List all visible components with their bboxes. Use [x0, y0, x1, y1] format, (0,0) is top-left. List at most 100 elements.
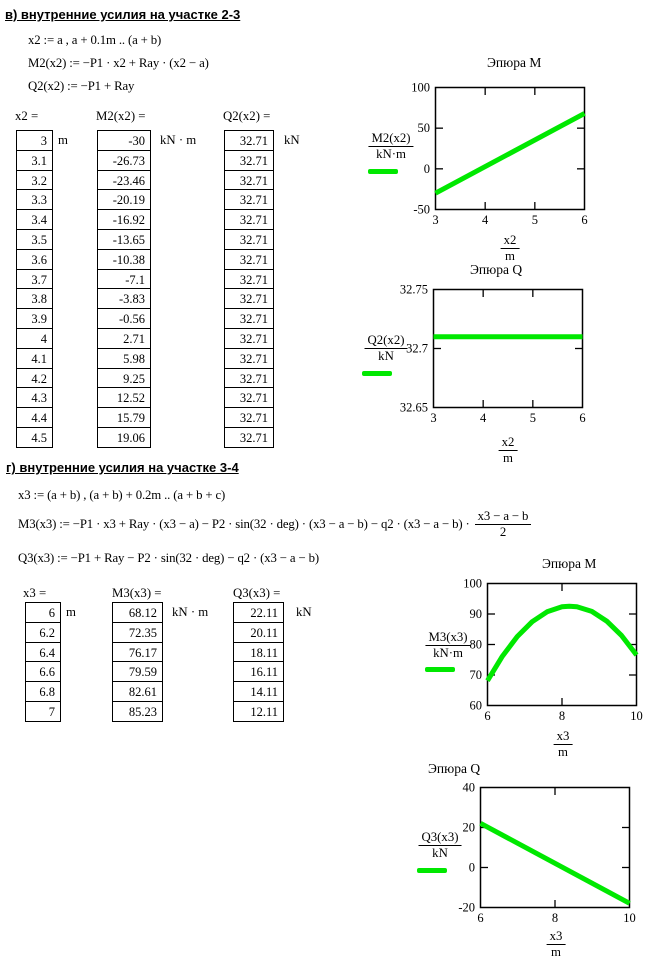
svg-text:3: 3 [432, 213, 438, 227]
svg-text:32.65: 32.65 [400, 401, 428, 415]
table-cell: 18.11 [233, 641, 284, 663]
result-table-q2[interactable]: 32.71 32.71 32.71 32.71 32.71 32.71 32.71 32.71… [224, 130, 274, 448]
table-cell: 3.1 [16, 149, 53, 171]
table-cell: 15.79 [97, 407, 151, 428]
table-cell: 3.9 [16, 308, 53, 329]
x-axis-label-m2-numerator: x2 [500, 233, 520, 249]
plot-svg: 3 4 5 6 32.75 32.7 32.65 [400, 283, 586, 426]
table-cell: 4.1 [16, 347, 53, 369]
formula-q2[interactable]: Q2(x2) := −P1 + Ray [28, 79, 135, 93]
table-cell: -3.83 [97, 288, 151, 310]
svg-text:20: 20 [463, 821, 476, 835]
formula-m3-fraction-denominator: 2 [499, 524, 507, 539]
unit-label-m-2: m [66, 605, 76, 619]
table-cell: 32.71 [224, 248, 274, 270]
y-axis-label-m2: M2(x2) kN·m [368, 131, 414, 162]
table-cell: -10.38 [97, 248, 151, 270]
table-cell: 32.71 [224, 407, 274, 428]
svg-text:100: 100 [411, 81, 430, 95]
table-cell: -23.46 [97, 169, 151, 191]
table-cell: -7.1 [97, 268, 151, 290]
svg-text:80: 80 [470, 638, 483, 652]
table-cell: 3.8 [16, 288, 53, 310]
svg-text:100: 100 [463, 577, 482, 591]
formula-x3-range[interactable]: x3 := (a + b) , (a + b) + 0.2m .. (a + b… [18, 488, 226, 502]
trace-legend-dash-q3 [417, 868, 447, 873]
x-axis-label-q3: x3 m [546, 929, 566, 960]
table-cell: 76.17 [112, 641, 163, 663]
table-cell: -16.92 [97, 209, 151, 230]
table-cell: 7 [25, 700, 61, 722]
svg-text:0: 0 [469, 861, 475, 875]
table-cell: 32.71 [224, 228, 274, 250]
unit-label-kn-2: kN [296, 605, 312, 619]
y-axis-label-m2-denominator: kN·m [376, 147, 406, 161]
formula-m3[interactable]: M3(x3) := −P1 · x3 + Ray · (x3 − a) − P2… [18, 507, 532, 541]
table-cell: 82.61 [112, 681, 163, 702]
svg-text:70: 70 [470, 668, 483, 682]
y-axis-label-q2-denominator: kN [378, 349, 394, 363]
result-table-x2[interactable]: 3 3.1 3.2 3.3 3.4 3.5 3.6 3.7 3.8 3.9 4 4.1 4.2 4.3 4.… [16, 130, 53, 448]
table-cell: 32.71 [224, 149, 274, 171]
table-cell: 3.4 [16, 209, 53, 230]
y-axis-label-q2-numerator: Q2(x2) [364, 333, 408, 349]
table-cell: 5.98 [97, 347, 151, 369]
table-cell: 32.71 [224, 288, 274, 310]
table-cell: 20.11 [233, 621, 284, 643]
formula-m3-main: M3(x3) := −P1 · x3 + Ray · (x3 − a) − P2… [18, 516, 470, 531]
svg-text:6: 6 [484, 709, 490, 723]
section-v-header: в) внутренние усилия на участке 2-3 [5, 7, 241, 22]
unit-label-m: m [58, 133, 68, 147]
table-cell: 4.5 [16, 426, 53, 448]
table-cell: 32.71 [224, 268, 274, 290]
table-cell: 3.3 [16, 189, 53, 211]
formula-q3[interactable]: Q3(x3) := −P1 + Ray − P2 · sin(32 · deg)… [18, 551, 319, 565]
table-cell: 4 [16, 327, 53, 349]
svg-text:32.75: 32.75 [400, 283, 428, 297]
formula-m2[interactable]: M2(x2) := −P1 · x2 + Ray · (x2 − a) [28, 56, 209, 70]
svg-text:-20: -20 [458, 901, 475, 915]
chart-q3-plot[interactable]: 6 8 10 40 20 0 -20 [440, 778, 640, 939]
table-cell: 32.71 [224, 308, 274, 329]
x-axis-label-m2: x2 m [500, 233, 520, 264]
table-cell: 4.3 [16, 387, 53, 409]
formula-x2-range[interactable]: x2 := a , a + 0.1m .. (a + b) [28, 33, 162, 47]
result-table-x3[interactable]: 6 6.2 6.4 6.6 6.8 7 [25, 602, 61, 722]
table-cell: 6 [25, 602, 61, 623]
y-axis-label-q2: Q2(x2) kN [364, 333, 408, 364]
x-axis-label-q2-denominator: m [503, 451, 513, 465]
chart-q2-plot[interactable]: 3 4 5 6 32.75 32.7 32.65 [393, 280, 593, 439]
chart-m3-plot[interactable]: 6 8 10 100 90 80 70 60 [447, 574, 647, 737]
table-cell: -30 [97, 130, 151, 151]
plot-svg: 3 4 5 6 100 50 0 -50 [411, 81, 587, 228]
y-axis-label-m3-numerator: M3(x3) [425, 630, 471, 646]
table-cell: 32.71 [224, 347, 274, 369]
table-cell: 32.71 [224, 169, 274, 191]
svg-text:3: 3 [430, 411, 436, 425]
result-table-m2[interactable]: -30 -26.73 -23.46 -20.19 -16.92 -13.65 -10.38-… [97, 130, 151, 448]
table-header-m2: M2(x2) = [96, 109, 146, 123]
table-cell: 3.2 [16, 169, 53, 191]
y-axis-label-q3-numerator: Q3(x3) [418, 830, 462, 846]
table-cell: 4.4 [16, 407, 53, 428]
table-cell: 3.7 [16, 268, 53, 290]
table-cell: 4.2 [16, 367, 53, 389]
svg-text:4: 4 [480, 411, 487, 425]
chart-m2-plot[interactable]: 3 4 5 6 100 50 0 -50 [395, 78, 595, 241]
svg-text:6: 6 [477, 911, 483, 925]
result-table-m3[interactable]: 68.12 72.35 76.17 79.59 82.61 85.23 [112, 602, 163, 722]
chart-title-q2: Эпюра Q [470, 262, 523, 277]
table-cell: 6.4 [25, 641, 61, 663]
table-cell: 12.11 [233, 700, 284, 722]
result-table-q3[interactable]: 22.11 20.11 18.11 16.11 14.11 12.11 [233, 602, 284, 722]
x-axis-label-q2: x2 m [498, 435, 518, 466]
trace-legend-dash-m3 [425, 667, 455, 672]
svg-text:6: 6 [581, 213, 587, 227]
table-cell: -20.19 [97, 189, 151, 211]
table-header-q2: Q2(x2) = [223, 109, 271, 123]
svg-text:10: 10 [630, 709, 643, 723]
table-cell: 6.2 [25, 621, 61, 643]
table-header-x2: x2 = [15, 109, 39, 123]
table-cell: 6.6 [25, 661, 61, 683]
table-cell: 3.6 [16, 248, 53, 270]
